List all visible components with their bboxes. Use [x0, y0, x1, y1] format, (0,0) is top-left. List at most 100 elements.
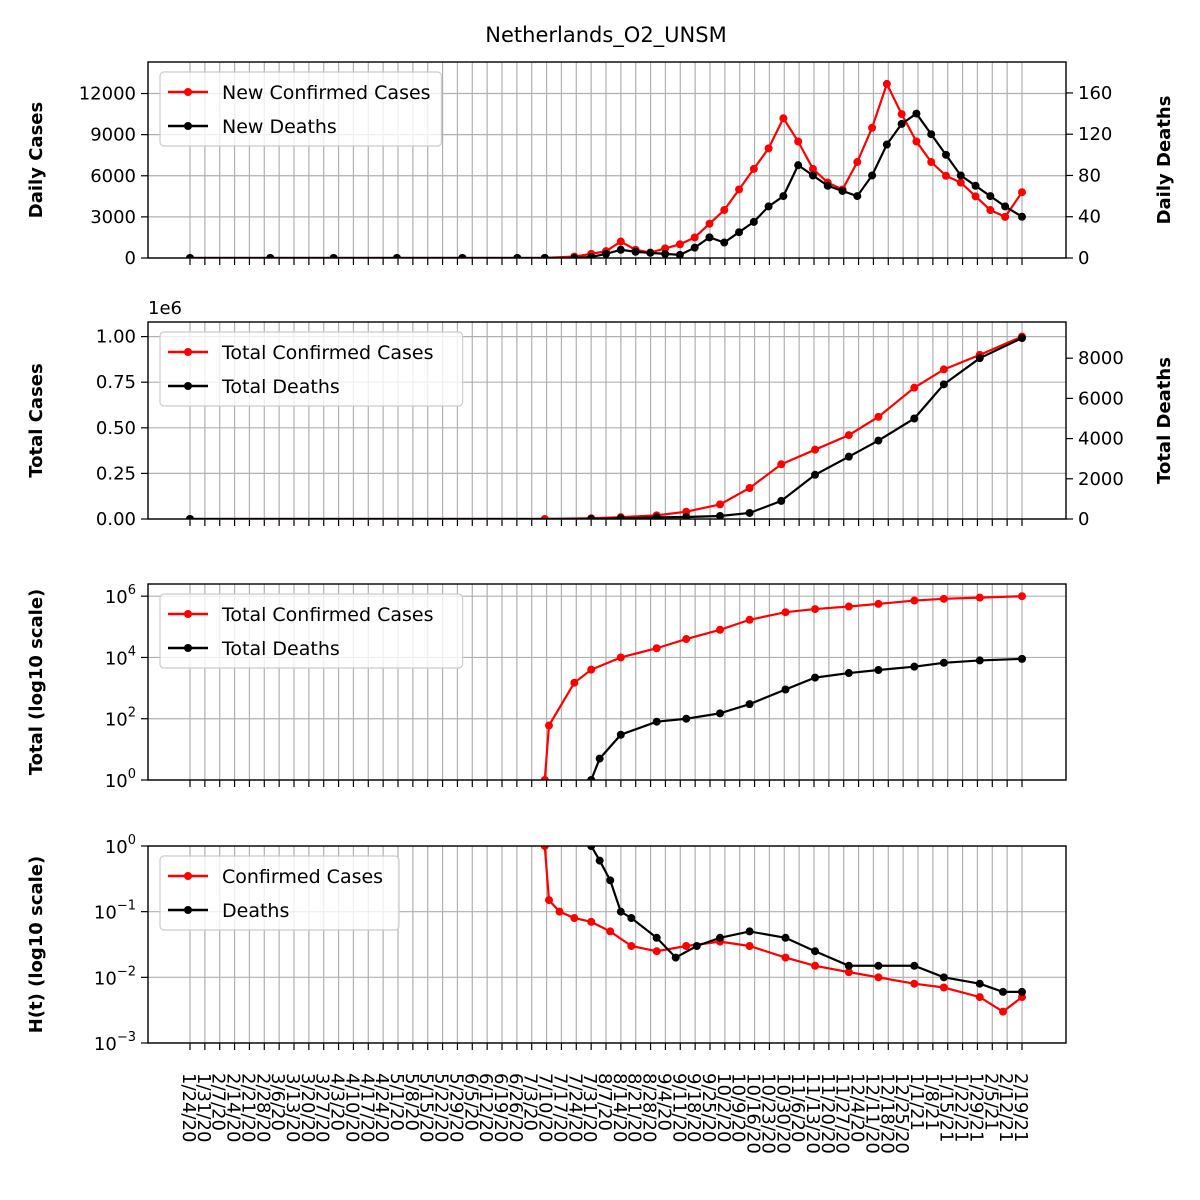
- series-point: [939, 983, 948, 992]
- series-point: [781, 685, 790, 694]
- x-tick-label: 4/17/20: [356, 1073, 377, 1142]
- series-point: [705, 233, 714, 242]
- x-tick-label: 12/25/20: [891, 1073, 912, 1154]
- series-point: [844, 669, 853, 678]
- series-point: [652, 513, 661, 519]
- series-point: [1018, 212, 1026, 221]
- series-point: [939, 594, 948, 603]
- x-tick-label: 12/18/20: [876, 1073, 897, 1154]
- series-point: [570, 254, 579, 258]
- series-point: [781, 608, 790, 617]
- series-point: [874, 973, 883, 982]
- x-tick-label: 3/13/20: [282, 1073, 303, 1142]
- series-point: [587, 846, 596, 850]
- panel-total-log: 100 102 104 106 Total (log10 scale) Total Con…: [26, 583, 1067, 792]
- x-tick-label: 7/10/20: [535, 1073, 556, 1142]
- x-tick-label: 11/13/20: [802, 1073, 823, 1154]
- series-point: [616, 245, 625, 254]
- legend-label: Deaths: [222, 900, 289, 922]
- series-point: [705, 219, 714, 228]
- x-tick-label: 7/31/20: [579, 1073, 600, 1142]
- panel-daily: 0 3000 6000 9000 12000 0 40 80 120 160 Daily Cases…: [26, 61, 1175, 269]
- series-point: [1018, 654, 1026, 663]
- series-point: [606, 876, 615, 885]
- series-point: [1018, 592, 1026, 601]
- series-point: [971, 192, 980, 201]
- x-tick-label: 3/27/20: [312, 1073, 333, 1142]
- series-point: [540, 846, 549, 850]
- legend-label: New Deaths: [222, 116, 337, 138]
- series-point: [838, 186, 847, 195]
- x-tick-label: 6/26/20: [505, 1073, 526, 1142]
- legend: New Confirmed Cases New Deaths: [159, 71, 442, 147]
- series-point: [735, 228, 744, 237]
- series-point: [329, 254, 338, 258]
- x-tick-label: 3/6/20: [267, 1073, 288, 1131]
- series-point: [682, 714, 691, 723]
- series-1: [587, 654, 1026, 780]
- x-tick-label: 2/28/20: [252, 1073, 273, 1142]
- x-tick-label: 4/24/20: [371, 1073, 392, 1142]
- x-tick-label: 11/20/20: [817, 1073, 838, 1154]
- series-point: [652, 717, 661, 726]
- x-tick-label: 5/1/20: [386, 1073, 407, 1131]
- x-tick-label: 11/27/20: [832, 1073, 853, 1154]
- series-point: [186, 515, 194, 519]
- series-point: [912, 109, 921, 118]
- series-point: [186, 254, 194, 258]
- x-tick-label: 7/3/20: [520, 1073, 541, 1131]
- x-tick-label: 9/25/20: [698, 1073, 719, 1142]
- x-tick-label: 1/31/20: [193, 1073, 214, 1142]
- y-tick-label: 3000: [90, 207, 136, 228]
- y-tick-label: 12000: [79, 84, 136, 105]
- series-point: [956, 171, 965, 180]
- series-point: [998, 987, 1007, 996]
- chart-title: Netherlands_O2_UNSM: [485, 23, 726, 48]
- series-point: [975, 354, 984, 363]
- y-tick-label: 102: [105, 706, 136, 731]
- series-point: [939, 365, 948, 374]
- series-point: [587, 252, 596, 258]
- series-point: [555, 907, 564, 916]
- x-tick-label: 10/30/20: [772, 1073, 793, 1154]
- legend-marker: [184, 872, 192, 880]
- series-point: [811, 961, 820, 970]
- series-point: [844, 961, 853, 970]
- series-point: [764, 202, 773, 211]
- series-point: [844, 431, 853, 440]
- x-tick-label: 9/4/20: [653, 1073, 674, 1131]
- series-point: [844, 452, 853, 461]
- x-tick-label: 10/16/20: [743, 1073, 764, 1154]
- series-point: [912, 137, 921, 146]
- y-right-tick-label: 0: [1078, 248, 1089, 269]
- legend: Confirmed Cases Deaths: [159, 855, 400, 931]
- legend-label: Total Confirmed Cases: [221, 604, 434, 626]
- y-right-tick-label: 80: [1078, 165, 1101, 186]
- x-tick-label: 2/19/21: [1010, 1073, 1031, 1142]
- legend-box: [159, 593, 464, 669]
- series-point: [720, 206, 729, 215]
- y-right-tick-label: 2000: [1078, 469, 1124, 490]
- series-point: [868, 171, 877, 180]
- series-point: [749, 164, 758, 173]
- series-point: [716, 511, 725, 519]
- series-point: [941, 171, 950, 180]
- legend-marker: [184, 644, 192, 652]
- y-tick-label: 0.50: [96, 418, 136, 439]
- series-point: [939, 380, 948, 389]
- series-point: [690, 233, 699, 242]
- series-point: [652, 933, 661, 942]
- x-tick-label: 9/11/20: [668, 1073, 689, 1142]
- series-point: [874, 961, 883, 970]
- series-point: [781, 953, 790, 962]
- y-right-tick-label: 40: [1078, 207, 1101, 228]
- y-tick-label: 100: [105, 767, 136, 792]
- series-point: [720, 238, 729, 247]
- series-point: [544, 896, 553, 905]
- series-point: [956, 178, 965, 187]
- series-point: [811, 470, 820, 479]
- x-tick-label: 3/20/20: [297, 1073, 318, 1142]
- legend-box: [159, 71, 442, 147]
- y-right-tick-label: 120: [1078, 124, 1112, 145]
- legend-marker: [184, 382, 192, 390]
